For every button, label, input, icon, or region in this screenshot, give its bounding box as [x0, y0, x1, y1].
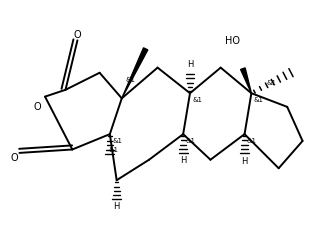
Text: O: O [74, 30, 81, 40]
Text: &1: &1 [113, 138, 123, 144]
Text: O: O [11, 153, 18, 163]
Polygon shape [122, 48, 148, 98]
Text: H: H [187, 60, 193, 69]
Text: H: H [180, 156, 186, 165]
Text: &1: &1 [192, 97, 203, 103]
Text: &1: &1 [108, 147, 118, 153]
Text: &1: &1 [267, 80, 277, 86]
Text: H: H [242, 157, 248, 166]
Text: O: O [34, 102, 41, 112]
Text: H: H [113, 202, 120, 211]
Polygon shape [241, 68, 251, 93]
Text: &1: &1 [125, 77, 135, 83]
Text: &1: &1 [253, 97, 263, 103]
Text: &1: &1 [185, 138, 195, 144]
Text: HO: HO [225, 36, 240, 46]
Text: &1: &1 [247, 138, 257, 144]
